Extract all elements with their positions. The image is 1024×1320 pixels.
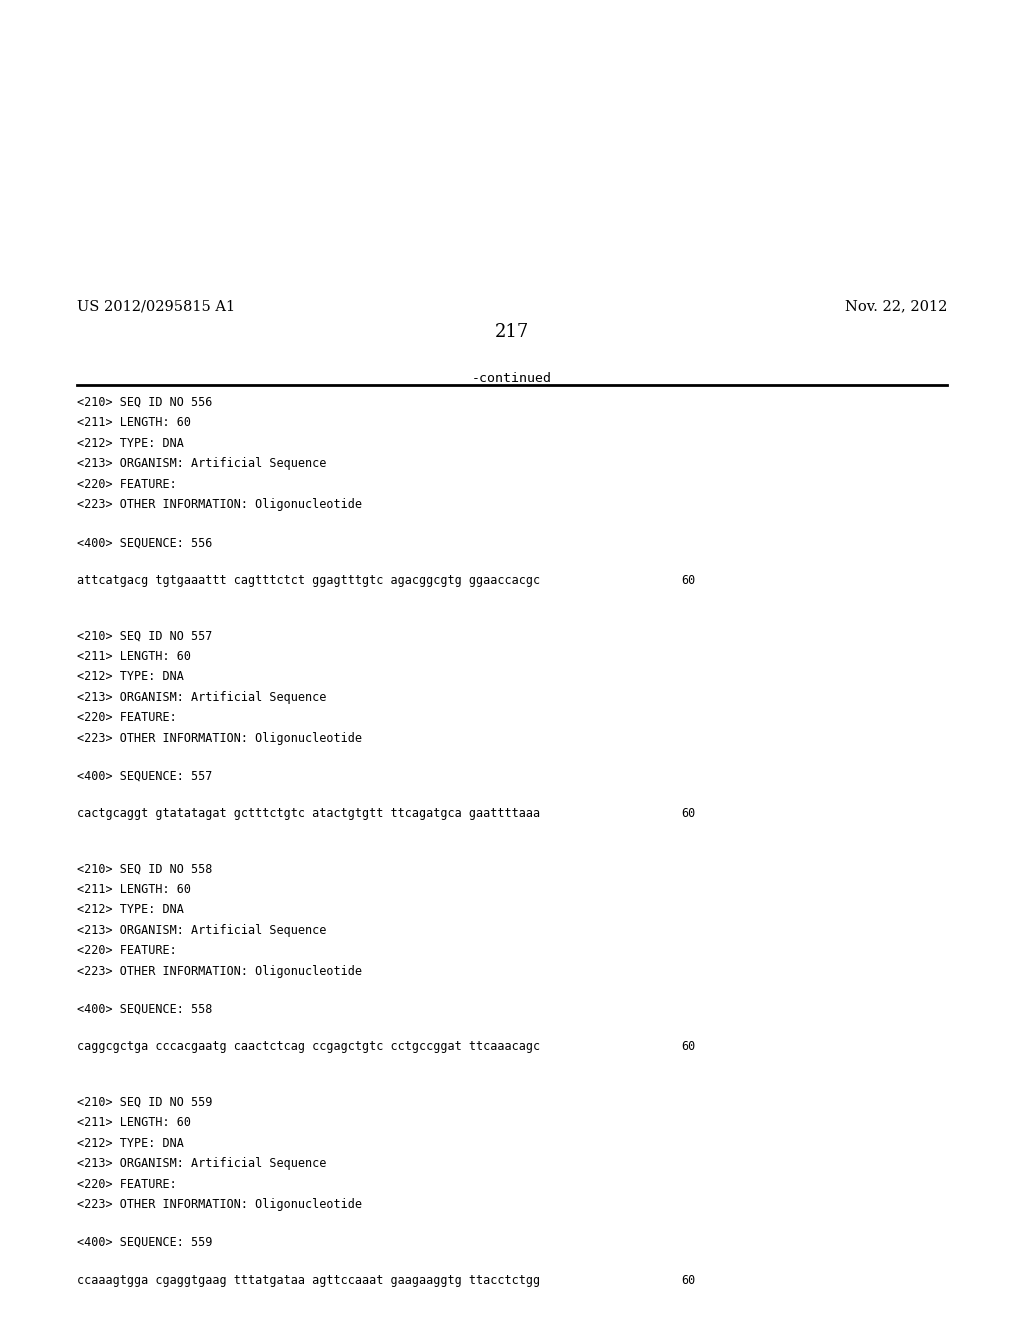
Text: <212> TYPE: DNA: <212> TYPE: DNA <box>77 437 183 450</box>
Text: <400> SEQUENCE: 559: <400> SEQUENCE: 559 <box>77 1236 212 1249</box>
Text: <212> TYPE: DNA: <212> TYPE: DNA <box>77 1137 183 1150</box>
Text: <223> OTHER INFORMATION: Oligonucleotide: <223> OTHER INFORMATION: Oligonucleotide <box>77 1199 361 1210</box>
Text: 60: 60 <box>681 1274 695 1287</box>
Text: Nov. 22, 2012: Nov. 22, 2012 <box>845 300 947 314</box>
Text: <213> ORGANISM: Artificial Sequence: <213> ORGANISM: Artificial Sequence <box>77 690 327 704</box>
Text: <210> SEQ ID NO 556: <210> SEQ ID NO 556 <box>77 396 212 409</box>
Text: <212> TYPE: DNA: <212> TYPE: DNA <box>77 903 183 916</box>
Text: ccaaagtgga cgaggtgaag tttatgataa agttccaaat gaagaaggtg ttacctctgg: ccaaagtgga cgaggtgaag tttatgataa agttcca… <box>77 1274 540 1287</box>
Text: <400> SEQUENCE: 557: <400> SEQUENCE: 557 <box>77 770 212 783</box>
Text: cactgcaggt gtatatagat gctttctgtc atactgtgtt ttcagatgca gaattttaaa: cactgcaggt gtatatagat gctttctgtc atactgt… <box>77 808 540 820</box>
Text: <220> FEATURE:: <220> FEATURE: <box>77 711 176 725</box>
Text: <213> ORGANISM: Artificial Sequence: <213> ORGANISM: Artificial Sequence <box>77 1158 327 1170</box>
Text: caggcgctga cccacgaatg caactctcag ccgagctgtc cctgccggat ttcaaacagc: caggcgctga cccacgaatg caactctcag ccgagct… <box>77 1040 540 1053</box>
Text: <220> FEATURE:: <220> FEATURE: <box>77 478 176 491</box>
Text: <211> LENGTH: 60: <211> LENGTH: 60 <box>77 649 190 663</box>
Text: <210> SEQ ID NO 559: <210> SEQ ID NO 559 <box>77 1096 212 1109</box>
Text: <223> OTHER INFORMATION: Oligonucleotide: <223> OTHER INFORMATION: Oligonucleotide <box>77 965 361 978</box>
Text: <213> ORGANISM: Artificial Sequence: <213> ORGANISM: Artificial Sequence <box>77 924 327 937</box>
Text: <212> TYPE: DNA: <212> TYPE: DNA <box>77 671 183 684</box>
Text: <220> FEATURE:: <220> FEATURE: <box>77 1177 176 1191</box>
Text: <210> SEQ ID NO 557: <210> SEQ ID NO 557 <box>77 630 212 643</box>
Text: US 2012/0295815 A1: US 2012/0295815 A1 <box>77 300 234 314</box>
Text: 60: 60 <box>681 574 695 587</box>
Text: <211> LENGTH: 60: <211> LENGTH: 60 <box>77 883 190 896</box>
Text: <223> OTHER INFORMATION: Oligonucleotide: <223> OTHER INFORMATION: Oligonucleotide <box>77 731 361 744</box>
Text: -continued: -continued <box>472 372 552 385</box>
Text: <211> LENGTH: 60: <211> LENGTH: 60 <box>77 417 190 429</box>
Text: attcatgacg tgtgaaattt cagtttctct ggagtttgtc agacggcgtg ggaaccacgc: attcatgacg tgtgaaattt cagtttctct ggagttt… <box>77 574 540 587</box>
Text: <210> SEQ ID NO 558: <210> SEQ ID NO 558 <box>77 862 212 875</box>
Text: 60: 60 <box>681 808 695 820</box>
Text: <211> LENGTH: 60: <211> LENGTH: 60 <box>77 1117 190 1129</box>
Text: <400> SEQUENCE: 556: <400> SEQUENCE: 556 <box>77 536 212 549</box>
Text: <223> OTHER INFORMATION: Oligonucleotide: <223> OTHER INFORMATION: Oligonucleotide <box>77 498 361 511</box>
Text: <213> ORGANISM: Artificial Sequence: <213> ORGANISM: Artificial Sequence <box>77 457 327 470</box>
Text: 217: 217 <box>495 323 529 342</box>
Text: <400> SEQUENCE: 558: <400> SEQUENCE: 558 <box>77 1003 212 1015</box>
Text: <220> FEATURE:: <220> FEATURE: <box>77 944 176 957</box>
Text: 60: 60 <box>681 1040 695 1053</box>
